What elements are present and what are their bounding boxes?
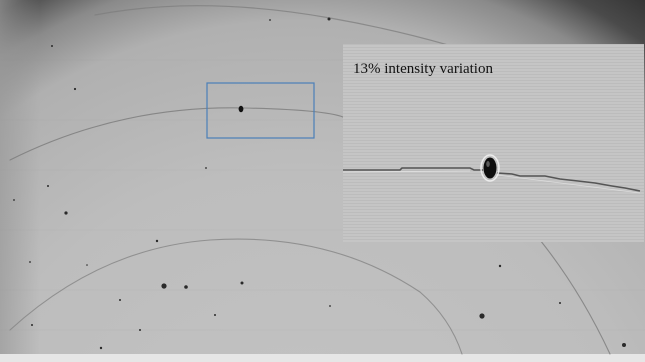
inset-caption: 13% intensity variation bbox=[353, 61, 493, 77]
ring-trace-middle bbox=[9, 107, 346, 161]
ring-trace-right bbox=[539, 239, 611, 355]
selection-box bbox=[206, 82, 315, 139]
ring-trace-lower bbox=[9, 238, 463, 355]
zoomed-inset bbox=[342, 44, 644, 242]
particles bbox=[13, 17, 626, 350]
particle-zoomed bbox=[483, 157, 497, 179]
